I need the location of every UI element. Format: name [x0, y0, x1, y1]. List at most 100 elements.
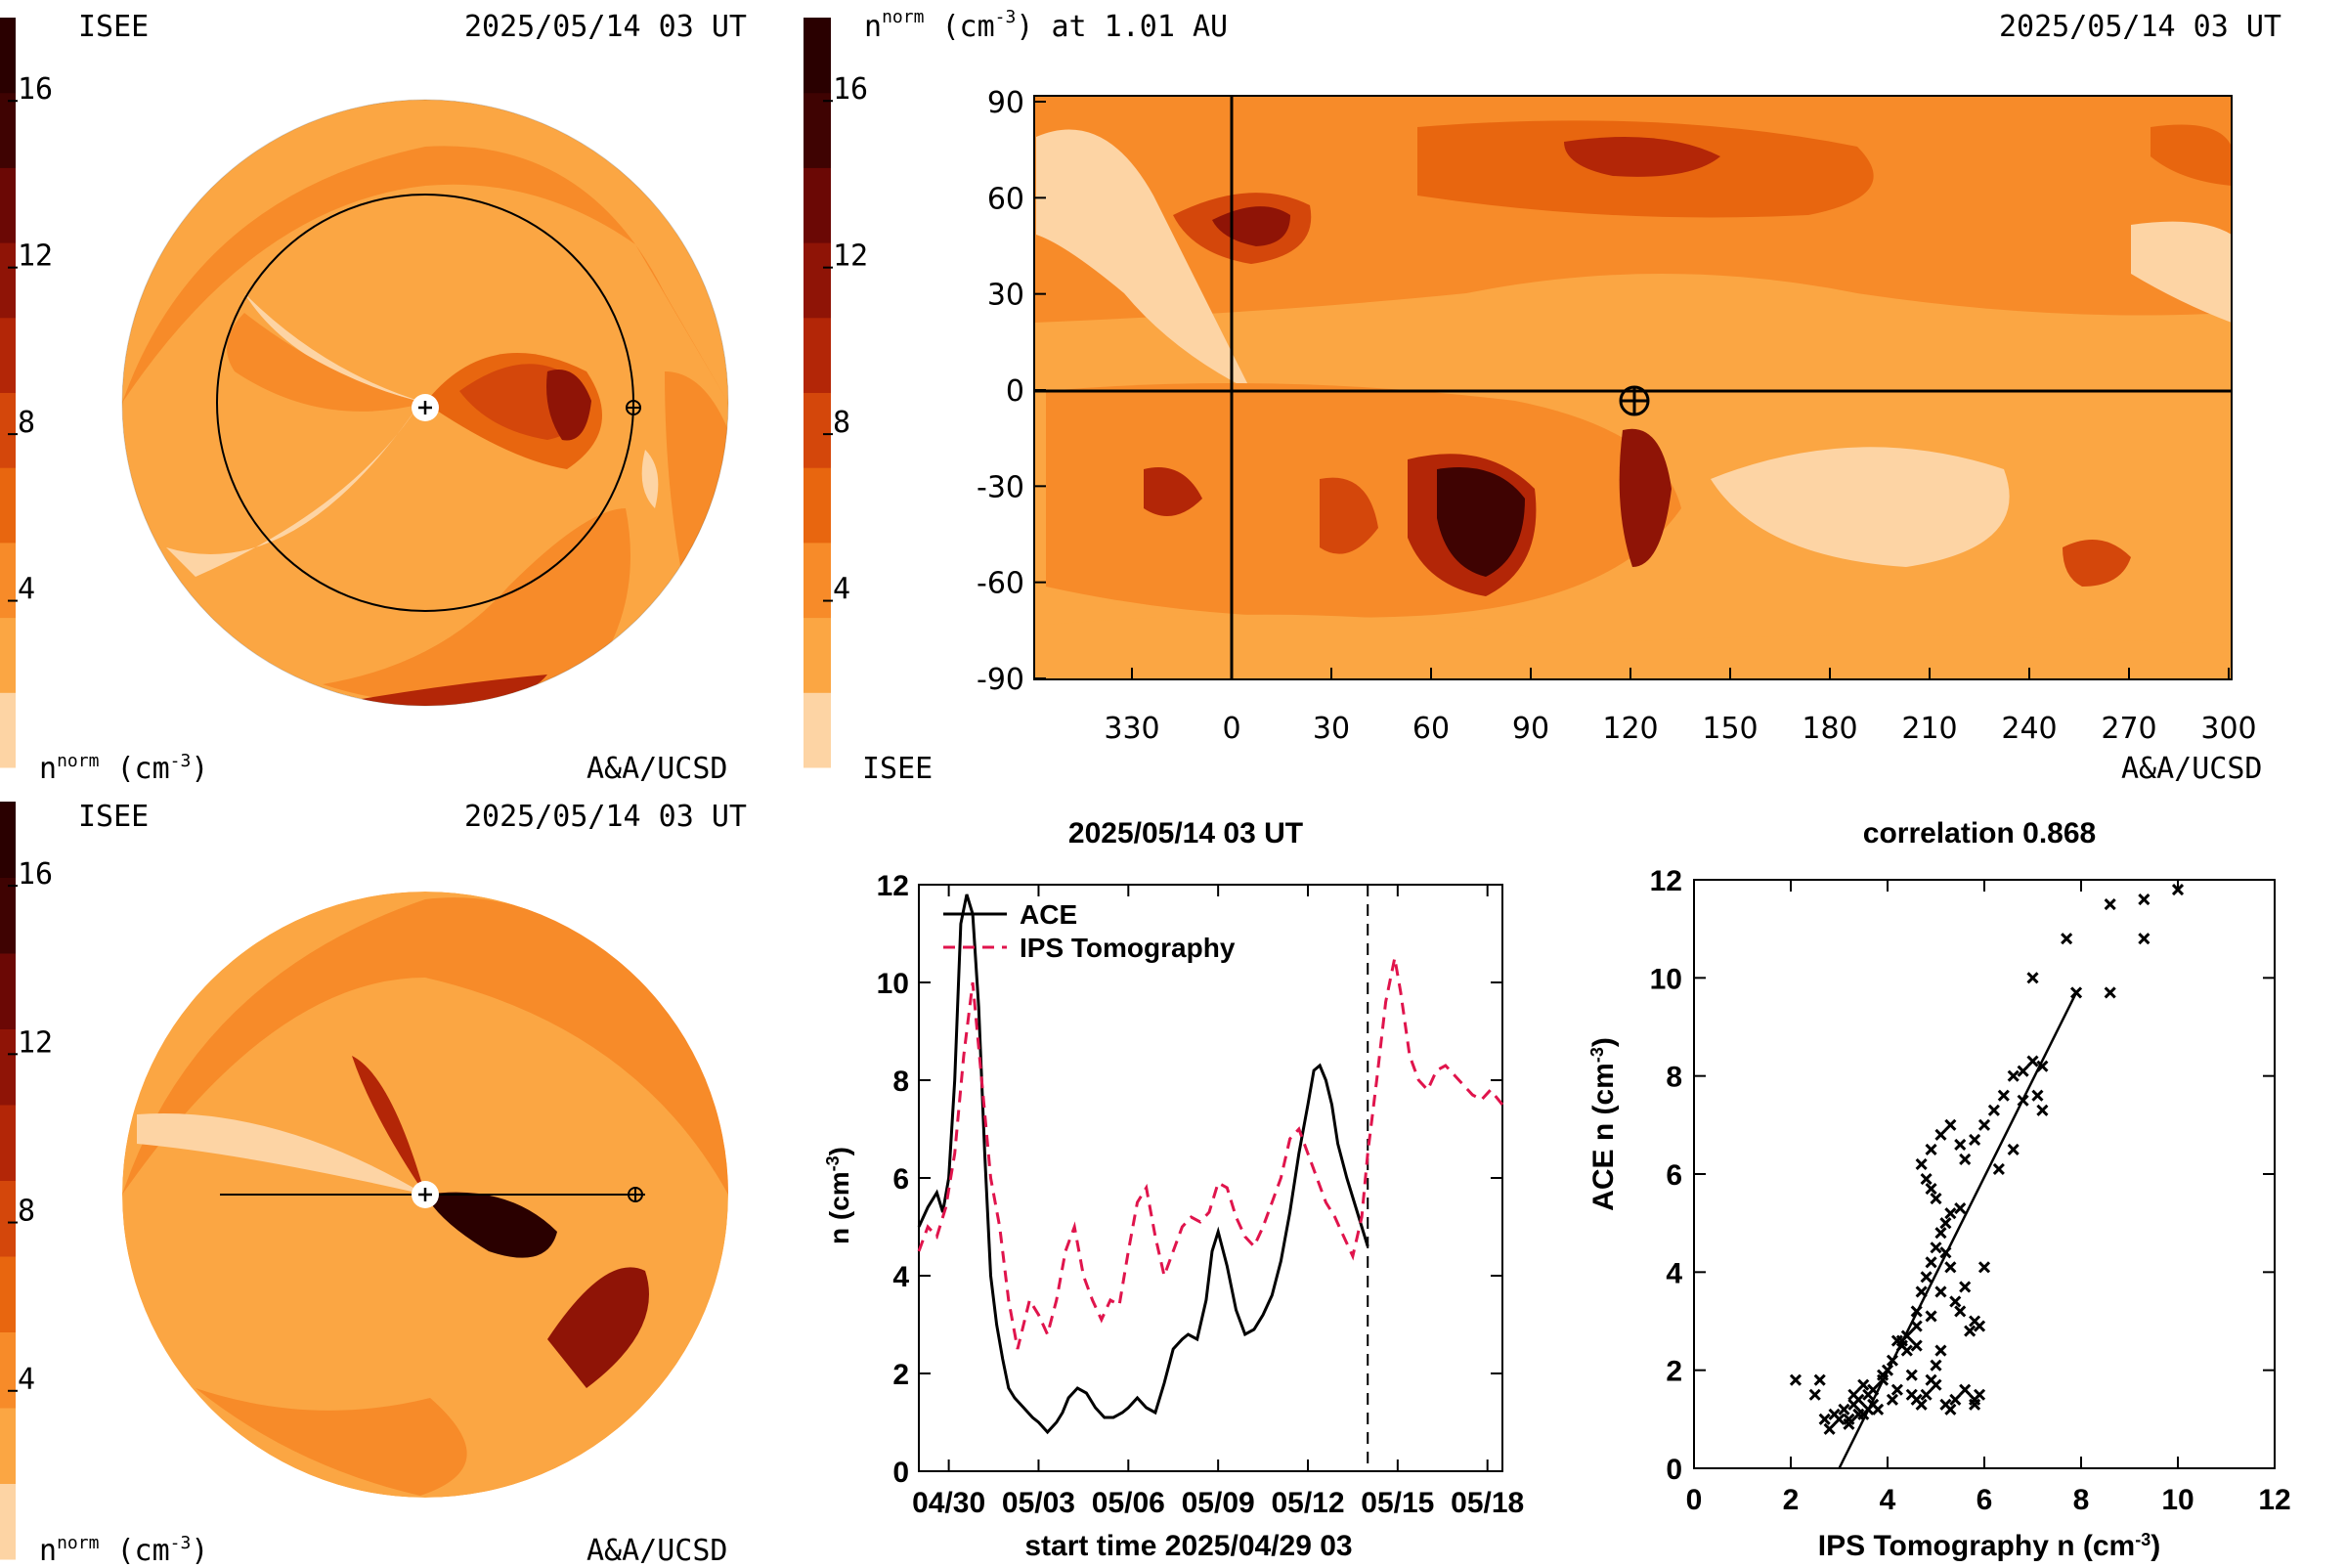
- map-density-field: [1034, 96, 2232, 679]
- scatter-point: [1930, 1193, 1942, 1205]
- scatter-point: [2036, 1104, 2049, 1116]
- scatter-point: [1949, 1393, 1962, 1406]
- colorbar-bottom-left: 4 8 12 16: [0, 802, 53, 1560]
- panel-bl-label-left: ISEE: [78, 800, 149, 834]
- timeseries-x-tick-label: 05/06: [1092, 1487, 1165, 1519]
- timeseries-title: 2025/05/14 03 UT: [1068, 817, 1303, 849]
- scatter-point: [2036, 1060, 2049, 1072]
- colorbar-tick-label: 16: [18, 857, 53, 892]
- scatter-y-tick-label: 2: [1666, 1356, 1682, 1388]
- scatter-point: [1930, 1359, 1942, 1372]
- colorbar-swatch: [804, 167, 831, 243]
- scatter-point: [1973, 1320, 1986, 1332]
- scatter-x-tick-label: 4: [1880, 1484, 1896, 1516]
- timeseries-y-tick-label: 2: [892, 1359, 909, 1391]
- scatter-y-tick-label: 10: [1650, 963, 1682, 995]
- sun-marker-icon: [412, 394, 439, 421]
- scatter-point: [1944, 1403, 1957, 1416]
- timeseries-line-ace: [917, 893, 1369, 1435]
- sun-marker-icon: [412, 1181, 439, 1208]
- scatter-point: [1910, 1305, 1923, 1318]
- scatter-point: [1969, 1133, 1981, 1146]
- colorbar-tick-label: 4: [18, 573, 35, 607]
- scatter-point: [1818, 1413, 1831, 1425]
- scatter-point: [2061, 933, 2073, 945]
- map-x-tick-label: 90: [1512, 712, 1549, 746]
- scatter-point: [1992, 1162, 2005, 1176]
- legend-label: ACE: [1020, 899, 1077, 930]
- scatter-xlabel: IPS Tomography n (cm-3): [1818, 1530, 2161, 1562]
- scatter-y-tick-label: 6: [1666, 1159, 1682, 1192]
- map-frame: [1033, 95, 2233, 680]
- colorbar-swatch: [0, 392, 16, 468]
- panel-map: 4 8 12 16 nnorm (cm-3) at 1.01 AU 2025/05/1…: [804, 7, 2281, 786]
- colorbar-swatch: [0, 92, 16, 168]
- colorbar-swatch: [0, 467, 16, 544]
- scatter-point: [1944, 1118, 1957, 1131]
- colorbar-swatch: [804, 467, 831, 544]
- panel-bl-units: nnorm (cm-3): [39, 1533, 208, 1564]
- scatter-point: [1934, 1128, 1947, 1141]
- panel-bl-label-right: 2025/05/14 03 UT: [464, 800, 747, 834]
- scatter-point: [1833, 1413, 1846, 1425]
- scatter-title: correlation 0.868: [1863, 817, 2096, 849]
- timeseries-y-tick-label: 0: [892, 1457, 909, 1489]
- colorbar-swatch: [0, 1256, 16, 1332]
- scatter-point: [1997, 1089, 2010, 1102]
- legend-label: IPS Tomography: [1020, 933, 1236, 963]
- colorbar-tick-label: 4: [833, 573, 850, 607]
- timeseries-x-tick-label: 05/12: [1271, 1487, 1344, 1519]
- scatter-point: [1969, 1398, 1981, 1411]
- scatter-point: [1954, 1138, 1967, 1151]
- scatter-point: [1910, 1393, 1923, 1406]
- scatter-point: [1925, 1310, 1937, 1323]
- scatter-x-tick-label: 2: [1783, 1484, 1800, 1516]
- scatter-point: [1934, 1285, 1947, 1298]
- colorbar-tick-label: 12: [18, 240, 53, 274]
- map-x-tick-label: 330: [1104, 712, 1159, 746]
- scatter-x-tick-label: 8: [2073, 1484, 2090, 1516]
- timeseries-x-tick-label: 05/03: [1002, 1487, 1075, 1519]
- scatter-point: [1843, 1417, 1855, 1430]
- colorbar-swatch: [0, 802, 16, 878]
- map-x-tick-label: 0: [1222, 712, 1240, 746]
- colorbar-swatch: [0, 1331, 16, 1409]
- scatter-point: [1789, 1373, 1803, 1386]
- timeseries-x-tick-label: 04/30: [912, 1487, 985, 1519]
- scatter-y-tick-label: 12: [1650, 865, 1682, 897]
- colorbar-swatch: [0, 692, 16, 768]
- scatter-point: [1823, 1422, 1836, 1435]
- scatter-ylabel: ACE n (cm-3): [1587, 1037, 1620, 1211]
- map-y-tick-label: -30: [977, 470, 1024, 504]
- scatter-point: [1867, 1383, 1880, 1396]
- scatter-point: [1987, 1104, 2000, 1116]
- map-y-tick-label: -90: [977, 663, 1024, 697]
- scatter-point: [1920, 1388, 1933, 1401]
- panel-tl-label-left: ISEE: [78, 10, 149, 44]
- map-x-tick-label: 180: [1802, 712, 1857, 746]
- colorbar-top-left: 4 8 12 16: [0, 18, 53, 768]
- map-x-tick-label: 60: [1412, 712, 1450, 746]
- scatter-point: [1895, 1334, 1908, 1347]
- scatter-point: [1925, 1182, 1937, 1196]
- map-x-tick-label: 210: [1901, 712, 1957, 746]
- colorbar-map: 4 8 12 16: [804, 18, 868, 768]
- scatter-point: [1847, 1388, 1860, 1401]
- scatter-point: [1910, 1339, 1923, 1352]
- scatter-y-tick-label: 8: [1666, 1062, 1682, 1094]
- map-x-tick-label: 300: [2200, 712, 2256, 746]
- scatter-y-tick-label: 0: [1666, 1454, 1682, 1486]
- scatter-point: [1886, 1354, 1899, 1367]
- colorbar-swatch: [0, 167, 16, 243]
- timeseries-ylabel: n (cm-3): [823, 1147, 854, 1244]
- scatter-point: [1944, 1261, 1957, 1274]
- timeseries-x-tick-label: 05/18: [1451, 1487, 1524, 1519]
- scatter-point: [2007, 1143, 2020, 1155]
- scatter-point: [1852, 1408, 1865, 1420]
- colorbar-swatch: [0, 1408, 16, 1484]
- colorbar-tick-label: 4: [18, 1363, 35, 1397]
- colorbar-swatch: [0, 1483, 16, 1560]
- scatter-x-tick-label: 10: [2161, 1484, 2194, 1516]
- map-x-tick-label: 30: [1313, 712, 1350, 746]
- scatter-point: [1934, 1227, 1947, 1240]
